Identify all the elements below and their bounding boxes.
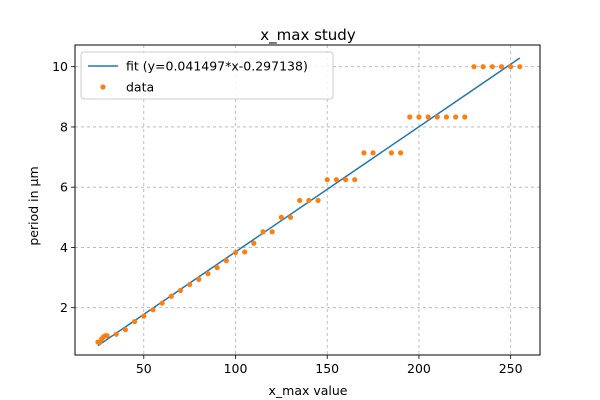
data-point bbox=[141, 313, 147, 319]
data-point bbox=[407, 114, 413, 120]
data-point bbox=[453, 114, 459, 120]
data-point bbox=[196, 276, 202, 282]
data-point bbox=[242, 249, 248, 255]
data-point bbox=[113, 331, 119, 337]
data-point bbox=[269, 229, 275, 235]
data-point bbox=[223, 258, 229, 264]
data-point bbox=[425, 114, 431, 120]
y-axis-label: period in µm bbox=[26, 166, 41, 245]
data-point bbox=[306, 197, 312, 204]
data-point bbox=[471, 64, 477, 70]
data-point bbox=[489, 64, 495, 70]
x-tick-label: 150 bbox=[315, 361, 339, 376]
data-point bbox=[205, 271, 211, 277]
y-tick-label: 8 bbox=[60, 119, 68, 134]
x-tick-label: 50 bbox=[136, 361, 152, 376]
x-tick-label: 250 bbox=[499, 361, 523, 376]
legend-fit-label: fit (y=0.041497*x-0.297138) bbox=[126, 59, 308, 74]
data-point bbox=[462, 114, 468, 120]
legend: fit (y=0.041497*x-0.297138) data bbox=[80, 51, 334, 100]
data-point bbox=[388, 150, 395, 156]
y-tick-label: 6 bbox=[60, 180, 68, 195]
data-point bbox=[324, 177, 330, 183]
data-point bbox=[177, 287, 184, 294]
data-point bbox=[370, 150, 376, 156]
data-point bbox=[159, 300, 165, 306]
y-axis-ticks: 2 4 6 8 10 bbox=[52, 59, 75, 315]
data-point bbox=[260, 229, 266, 235]
data-point bbox=[251, 240, 257, 246]
data-point bbox=[498, 64, 505, 70]
data-points-layer bbox=[95, 64, 523, 345]
data-point bbox=[342, 177, 349, 183]
x-axis-ticks: 50 100 150 200 250 bbox=[136, 355, 523, 376]
data-point bbox=[214, 265, 220, 271]
data-point bbox=[150, 307, 156, 313]
data-point bbox=[315, 197, 321, 204]
data-point bbox=[361, 150, 367, 156]
data-point bbox=[352, 177, 358, 183]
data-point bbox=[508, 64, 514, 70]
chart-title: x_max study bbox=[260, 26, 356, 45]
data-point bbox=[187, 281, 193, 288]
plot-frame bbox=[74, 44, 541, 356]
data-point bbox=[104, 333, 110, 339]
x-axis-label: x_max value bbox=[269, 383, 348, 398]
legend-box bbox=[80, 51, 334, 100]
data-point bbox=[397, 150, 404, 156]
data-point bbox=[168, 293, 174, 299]
data-point bbox=[480, 64, 486, 70]
data-point bbox=[122, 327, 129, 333]
data-point bbox=[232, 249, 239, 256]
y-tick-label: 2 bbox=[60, 300, 68, 315]
data-point bbox=[416, 114, 422, 120]
y-tick-label: 10 bbox=[52, 59, 68, 74]
x-tick-label: 200 bbox=[407, 361, 431, 376]
data-point bbox=[333, 177, 339, 183]
data-point bbox=[132, 318, 138, 325]
data-point bbox=[278, 214, 284, 220]
data-point bbox=[517, 64, 523, 70]
legend-data-label: data bbox=[126, 80, 154, 95]
y-tick-label: 4 bbox=[60, 240, 68, 255]
x-tick-label: 100 bbox=[224, 361, 248, 376]
legend-data-swatch bbox=[100, 84, 106, 90]
data-point bbox=[287, 214, 294, 220]
data-point bbox=[434, 114, 440, 120]
data-point bbox=[297, 197, 303, 204]
grid-lines bbox=[75, 45, 540, 355]
data-point bbox=[443, 114, 450, 120]
